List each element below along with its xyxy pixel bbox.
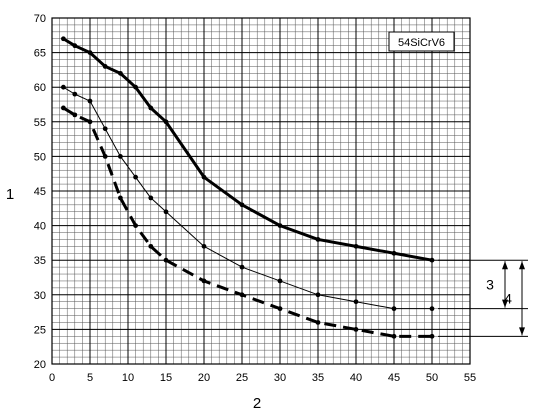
y-tick-label: 40 [34,221,46,233]
axis-ticks: 0 5 10 15 20 25 30 35 40 45 50 55 20 25 30 35 40 45 50 55 60… [34,13,476,384]
data-point [163,209,169,215]
y-tick-label: 65 [34,48,46,60]
x-tick-label: 55 [464,372,476,384]
data-point [163,257,169,263]
series-line-3 [62,106,432,338]
x-axis-label: 2 [253,395,261,412]
annotation-arrowhead [502,261,508,270]
data-point [277,223,283,229]
data-point [239,202,245,208]
series-layer [61,36,435,339]
annotation-arrowhead [502,299,508,308]
data-point [102,126,108,132]
y-tick-label: 25 [34,324,46,336]
data-point [72,112,78,118]
y-tick-label: 60 [34,82,46,94]
x-tick-label: 15 [160,372,172,384]
data-point [118,70,123,76]
data-point [277,306,283,312]
y-tick-label: 70 [34,13,46,25]
data-point [133,223,139,229]
x-tick-label: 25 [236,372,248,384]
y-tick-label: 55 [34,117,46,129]
y-tick-label: 20 [34,359,46,371]
data-point [315,237,321,242]
data-point [102,154,108,159]
y-tick-label: 45 [34,186,46,198]
data-point [61,36,66,42]
data-point [391,333,397,339]
data-point [87,98,93,104]
x-tick-label: 45 [388,372,400,384]
annotation-arrowhead [519,261,525,270]
annotation-label: 3 [486,276,494,292]
y-tick-label: 30 [34,290,46,302]
data-point [118,154,123,159]
data-point [148,243,154,249]
data-point [148,105,154,111]
x-tick-label: 50 [426,372,438,384]
x-tick-label: 20 [198,372,210,384]
data-point [72,43,78,49]
annotations: 34 [438,259,528,337]
major-grid [51,17,471,365]
data-point [133,84,139,90]
data-point [391,306,397,312]
data-point [429,257,435,263]
data-point [353,243,359,249]
data-point [102,64,108,69]
data-point [277,278,283,284]
plot-frame [51,17,471,365]
data-point [87,119,93,125]
legend-label: 54SiCrV6 [398,37,445,49]
data-point [118,195,123,201]
data-point [429,333,435,339]
y-axis-label: 1 [6,186,14,203]
data-point [72,91,78,97]
data-point [133,174,139,180]
annotation-label: 4 [504,290,512,306]
data-point [353,299,359,305]
y-tick-label: 35 [34,255,46,267]
data-point [201,174,207,180]
x-tick-label: 30 [274,372,286,384]
data-point [429,306,435,312]
data-point [87,50,93,55]
data-point [239,292,245,298]
data-point [315,320,321,325]
legend-box [388,31,455,52]
y-tick-label: 50 [34,151,46,163]
annotation-arrowhead [519,327,525,336]
data-point [61,84,66,90]
x-tick-label: 10 [122,372,134,384]
data-point [239,264,245,270]
data-point [201,278,207,284]
data-point [353,327,359,332]
x-tick-label: 40 [350,372,362,384]
data-point [148,195,154,201]
data-point [315,292,321,298]
x-tick-label: 35 [312,372,324,384]
x-tick-label: 0 [49,372,55,384]
data-point [391,250,397,256]
data-point [61,105,66,111]
data-point [201,243,207,249]
data-point [163,119,169,125]
x-tick-label: 5 [87,372,93,384]
